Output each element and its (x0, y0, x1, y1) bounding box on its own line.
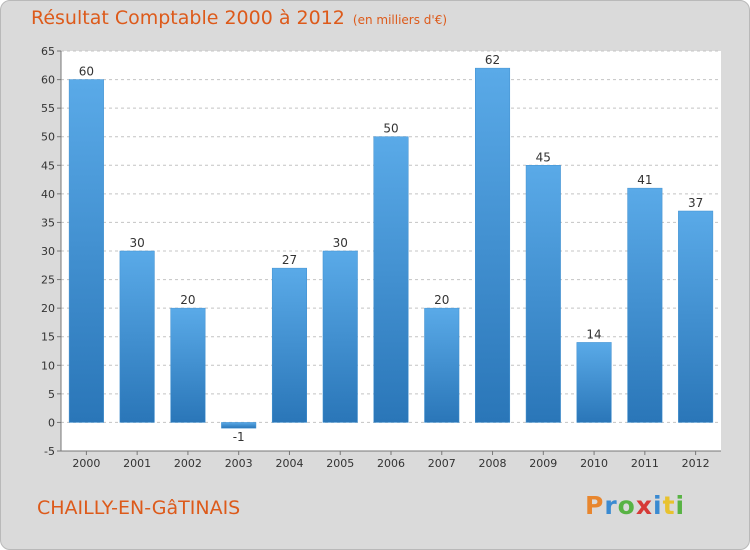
bar (373, 136, 409, 423)
proxiti-logo: Proxiti (585, 491, 686, 520)
x-tick-label: 2006 (377, 457, 405, 470)
bar (68, 79, 104, 423)
y-tick-label: 50 (41, 131, 55, 144)
bar-value-label: 37 (688, 196, 703, 210)
x-tick-label: 2000 (72, 457, 100, 470)
bar (424, 307, 460, 423)
x-tick-label: 2011 (631, 457, 659, 470)
x-tick-label: 2003 (225, 457, 253, 470)
x-tick-label: 2005 (326, 457, 354, 470)
bar (678, 210, 714, 423)
bar-value-label: 50 (383, 122, 398, 136)
y-tick-label: 25 (41, 274, 55, 287)
bar-value-label: 30 (333, 236, 348, 250)
bar-value-label: 30 (130, 236, 145, 250)
bar (525, 165, 561, 423)
bar (322, 250, 358, 423)
y-tick-label: 65 (41, 45, 55, 58)
bar (170, 307, 206, 423)
y-tick-label: 40 (41, 188, 55, 201)
bar (271, 267, 307, 423)
y-tick-label: 5 (48, 388, 55, 401)
y-tick-label: 60 (41, 74, 55, 87)
bar-value-label: 14 (586, 327, 601, 341)
bar-value-label: 45 (536, 150, 551, 164)
bar-value-label: 62 (485, 53, 500, 67)
x-tick-label: 2004 (275, 457, 303, 470)
bar (576, 342, 612, 423)
bar-value-label: 60 (79, 65, 94, 79)
y-tick-label: 55 (41, 102, 55, 115)
bar-value-label: 20 (180, 293, 195, 307)
y-tick-label: 20 (41, 302, 55, 315)
bar (119, 250, 155, 423)
y-tick-label: 10 (41, 359, 55, 372)
bar-value-label: -1 (233, 430, 245, 444)
chart-subtitle: (en milliers d'€) (352, 13, 448, 27)
y-tick-label: 0 (48, 416, 55, 429)
x-tick-label: 2002 (174, 457, 202, 470)
x-tick-label: 2001 (123, 457, 151, 470)
y-tick-label: -5 (44, 445, 55, 458)
bar-value-label: 41 (637, 173, 652, 187)
bar (627, 187, 663, 423)
x-tick-label: 2010 (580, 457, 608, 470)
y-tick-label: 30 (41, 245, 55, 258)
bar-value-label: 27 (282, 253, 297, 267)
x-tick-label: 2012 (682, 457, 710, 470)
bar-value-label: 20 (434, 293, 449, 307)
y-tick-label: 15 (41, 331, 55, 344)
y-tick-label: 45 (41, 159, 55, 172)
x-tick-label: 2009 (529, 457, 557, 470)
x-tick-label: 2008 (479, 457, 507, 470)
chart-title-text: Résultat Comptable 2000 à 2012 (31, 7, 345, 29)
y-tick-label: 35 (41, 216, 55, 229)
bar (475, 67, 511, 423)
chart-title: Résultat Comptable 2000 à 2012 (en millie… (31, 7, 447, 29)
town-name: CHAILLY-EN-GâTINAIS (37, 497, 241, 519)
bar (221, 422, 257, 429)
x-tick-label: 2007 (428, 457, 456, 470)
